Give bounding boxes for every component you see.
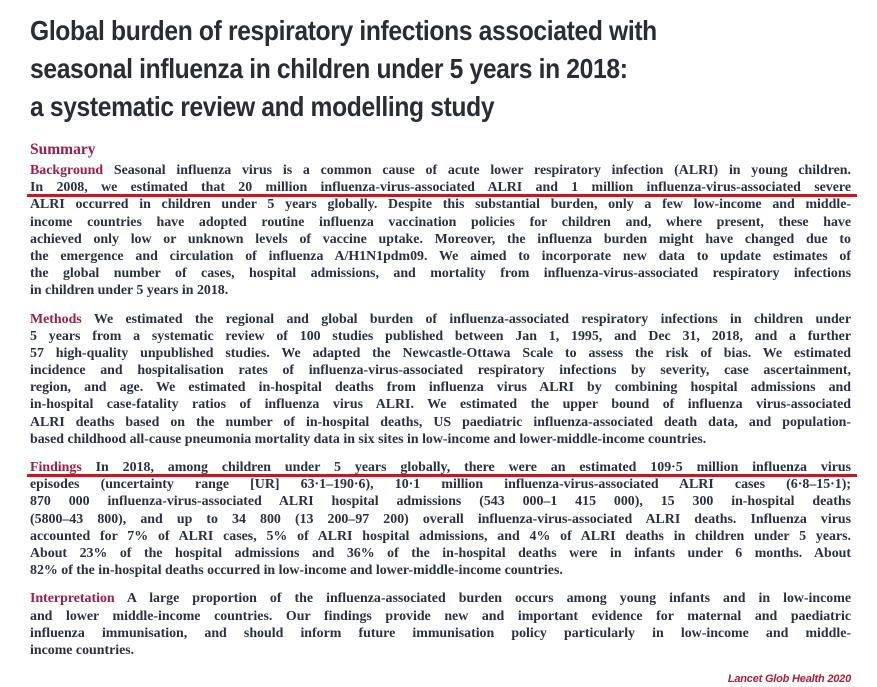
section-label-methods: Methods (30, 311, 82, 327)
text-line: the emergence and circulation of influen… (30, 248, 851, 264)
text-line: income countries. (30, 642, 135, 658)
paragraph-findings: Findings In 2018, among children under 5… (27, 459, 857, 579)
text-line: based childhood all-cause pneumonia mort… (30, 431, 707, 447)
text-line: Methods We estimated the regional and gl… (30, 311, 851, 327)
section-label-background: Background (30, 163, 104, 178)
text-line: episodes (uncertainty range [UR] 63·1–19… (30, 477, 851, 493)
text-line: 82% of the in-hospital deaths occurred i… (30, 563, 563, 579)
text-line: accounted for 7% of ALRI cases, 5% of AL… (30, 528, 851, 544)
paper-title: Global burden of respiratory infections … (30, 12, 851, 126)
paper-title-line: a systematic review and modelling study (30, 91, 495, 122)
paragraph-background: Background Seasonal influenza virus is a… (27, 162, 857, 300)
paper-title-line: Global burden of respiratory infections … (30, 15, 657, 46)
text-line: in-hospital case-fatality ratios of infl… (30, 397, 851, 413)
text-line: achieved only low or unknown levels of v… (30, 231, 851, 247)
text-line: the global number of cases, hospital adm… (30, 266, 851, 282)
section-label-findings: Findings (30, 460, 82, 475)
text-line: (5800–43 800), and up to 34 800 (13 200–… (30, 511, 851, 527)
summary-heading: Summary (30, 141, 96, 158)
text-line: influenza immunisation, and should infor… (30, 625, 851, 641)
paragraph-interpretation: Interpretation A large proportion of the… (30, 590, 851, 659)
text-line: incidence and hospitalisation rates of i… (30, 363, 851, 379)
text-line: 57 high-quality unpublished studies. We … (30, 345, 851, 361)
journal-citation: Lancet Glob Health 2020 (727, 673, 851, 686)
text-line: and lower middle-income countries. Our f… (30, 608, 851, 624)
paper-title-line: seasonal influenza in children under 5 y… (30, 53, 628, 84)
underlined-text-line: In 2008, we estimated that 20 million in… (27, 180, 857, 198)
text-line: Background Seasonal influenza virus is a… (30, 163, 851, 178)
text-line: ALRI occurred in children under 5 years … (30, 197, 851, 213)
text-line: About 23% of the hospital admissions and… (30, 545, 851, 561)
text-line: 5 years from a systematic review of 100 … (30, 328, 851, 344)
text-line: region, and age. We estimated in-hospita… (30, 380, 851, 396)
summary-body: Background Seasonal influenza virus is a… (27, 162, 857, 659)
text-line: income countries have adopted routine in… (30, 214, 851, 230)
paragraph-methods: Methods We estimated the regional and gl… (30, 311, 851, 449)
section-label-interpretation: Interpretation (30, 591, 115, 607)
text-line: 870 000 influenza-virus-associated ALRI … (30, 494, 851, 510)
text-line: ALRI deaths based on the number of in-ho… (30, 414, 851, 430)
underlined-text-line: Findings In 2018, among children under 5… (27, 460, 857, 478)
text-line: in children under 5 years in 2018. (30, 283, 229, 299)
text-line: Interpretation A large proportion of the… (30, 591, 851, 607)
